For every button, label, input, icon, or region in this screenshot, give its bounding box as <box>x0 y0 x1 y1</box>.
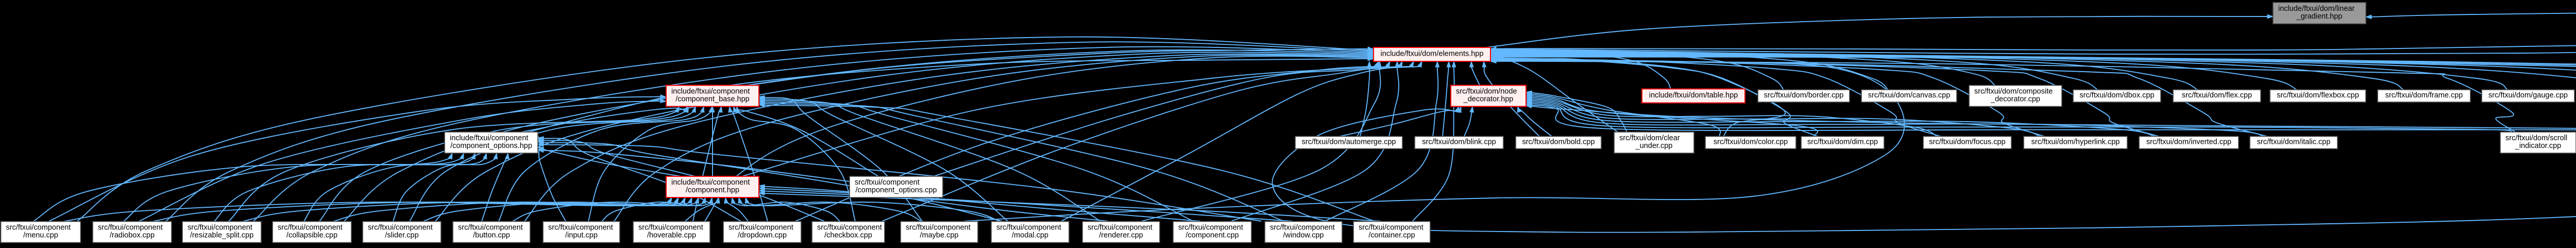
svg-text:include/ftxui/component: include/ftxui/component <box>450 134 528 142</box>
svg-text:include/ftxui/dom/table.hpp: include/ftxui/dom/table.hpp <box>1649 91 1738 100</box>
svg-text:src/ftxui/component: src/ftxui/component <box>817 224 882 232</box>
svg-text:src/ftxui/dom/italic.cpp: src/ftxui/dom/italic.cpp <box>2257 138 2331 146</box>
svg-text:/input.cpp: /input.cpp <box>565 231 598 239</box>
svg-text:src/ftxui/component: src/ftxui/component <box>638 224 703 232</box>
svg-text:src/ftxui/dom/frame.cpp: src/ftxui/dom/frame.cpp <box>2385 91 2463 100</box>
svg-text:src/ftxui/component: src/ftxui/component <box>728 224 793 232</box>
svg-text:/modal.cpp: /modal.cpp <box>1012 231 1048 239</box>
svg-text:/hoverable.cpp: /hoverable.cpp <box>647 231 696 239</box>
svg-text:/component_base.hpp: /component_base.hpp <box>675 95 750 103</box>
svg-text:/renderer.cpp: /renderer.cpp <box>1099 231 1143 239</box>
svg-text:src/ftxui/component: src/ftxui/component <box>1270 224 1335 232</box>
svg-text:src/ftxui/component: src/ftxui/component <box>368 224 433 232</box>
svg-text:src/ftxui/component: src/ftxui/component <box>98 224 163 232</box>
svg-text:/component.cpp: /component.cpp <box>1185 231 1239 239</box>
svg-text:/menu.cpp: /menu.cpp <box>23 231 58 239</box>
svg-text:src/ftxui/component: src/ftxui/component <box>1088 224 1153 232</box>
svg-text:src/ftxui/dom/hyperlink.cpp: src/ftxui/dom/hyperlink.cpp <box>2031 138 2120 146</box>
svg-text:_indicator.cpp: _indicator.cpp <box>2515 142 2561 150</box>
svg-text:src/ftxui/component: src/ftxui/component <box>548 224 613 232</box>
svg-text:src/ftxui/dom/clear: src/ftxui/dom/clear <box>1619 134 1680 142</box>
svg-text:src/ftxui/dom/flexbox.cpp: src/ftxui/dom/flexbox.cpp <box>2277 91 2359 100</box>
svg-text:_decorator.cpp: _decorator.cpp <box>1990 95 2040 103</box>
svg-text:/container.cpp: /container.cpp <box>1368 231 1415 239</box>
svg-text:src/ftxui/dom/color.cpp: src/ftxui/dom/color.cpp <box>1714 138 1788 146</box>
svg-text:src/ftxui/dom/inverted.cpp: src/ftxui/dom/inverted.cpp <box>2146 138 2231 146</box>
svg-text:_decorator.hpp: _decorator.hpp <box>1463 95 1514 103</box>
svg-text:src/ftxui/component: src/ftxui/component <box>188 224 252 232</box>
svg-text:/component_options.cpp: /component_options.cpp <box>856 186 937 194</box>
svg-text:src/ftxui/dom/automerge.cpp: src/ftxui/dom/automerge.cpp <box>1302 138 1396 146</box>
svg-text:src/ftxui/dom/canvas.cpp: src/ftxui/dom/canvas.cpp <box>1868 91 1951 100</box>
svg-text:_gradient.hpp: _gradient.hpp <box>2296 12 2343 21</box>
svg-text:include/ftxui/dom/linear: include/ftxui/dom/linear <box>2278 5 2354 13</box>
svg-text:src/ftxui/component: src/ftxui/component <box>855 178 920 187</box>
svg-text:src/ftxui/dom/dbox.cpp: src/ftxui/dom/dbox.cpp <box>2079 91 2154 100</box>
svg-text:src/ftxui/dom/node: src/ftxui/dom/node <box>1456 88 1517 96</box>
svg-text:src/ftxui/component: src/ftxui/component <box>996 224 1061 232</box>
svg-text:src/ftxui/dom/focus.cpp: src/ftxui/dom/focus.cpp <box>1929 138 2005 146</box>
svg-text:/slider.cpp: /slider.cpp <box>385 231 418 239</box>
svg-text:/collapsible.cpp: /collapsible.cpp <box>286 231 337 239</box>
svg-text:src/ftxui/component: src/ftxui/component <box>6 224 71 232</box>
svg-text:/resizable_split.cpp: /resizable_split.cpp <box>190 231 253 239</box>
svg-text:/component.hpp: /component.hpp <box>686 186 739 194</box>
svg-text:src/ftxui/component: src/ftxui/component <box>1359 224 1423 232</box>
svg-text:_under.cpp: _under.cpp <box>1635 142 1673 150</box>
svg-text:/button.cpp: /button.cpp <box>473 231 510 239</box>
svg-text:src/ftxui/dom/blink.cpp: src/ftxui/dom/blink.cpp <box>1422 138 1496 146</box>
svg-text:src/ftxui/dom/border.cpp: src/ftxui/dom/border.cpp <box>1764 91 1844 100</box>
svg-text:src/ftxui/component: src/ftxui/component <box>278 224 343 232</box>
svg-text:src/ftxui/dom/composite: src/ftxui/dom/composite <box>1974 88 2053 96</box>
svg-text:include/ftxui/component: include/ftxui/component <box>671 88 750 96</box>
svg-text:src/ftxui/component: src/ftxui/component <box>458 224 523 232</box>
svg-text:src/ftxui/component: src/ftxui/component <box>906 224 971 232</box>
svg-text:src/ftxui/dom/scroll: src/ftxui/dom/scroll <box>2505 134 2567 142</box>
svg-text:src/ftxui/dom/dim.cpp: src/ftxui/dom/dim.cpp <box>1807 138 1878 146</box>
svg-text:/window.cpp: /window.cpp <box>1283 231 1324 239</box>
svg-text:/dropdown.cpp: /dropdown.cpp <box>738 231 787 239</box>
svg-text:src/ftxui/dom/flex.cpp: src/ftxui/dom/flex.cpp <box>2182 91 2252 100</box>
svg-text:include/ftxui/dom/elements.hpp: include/ftxui/dom/elements.hpp <box>1381 49 1484 58</box>
svg-text:/radiobox.cpp: /radiobox.cpp <box>110 231 155 239</box>
svg-text:/maybe.cpp: /maybe.cpp <box>920 231 959 239</box>
svg-text:src/ftxui/dom/bold.cpp: src/ftxui/dom/bold.cpp <box>1522 138 1595 146</box>
svg-text:/component_options.hpp: /component_options.hpp <box>450 142 532 150</box>
svg-text:src/ftxui/component: src/ftxui/component <box>1178 224 1243 232</box>
svg-text:include/ftxui/component: include/ftxui/component <box>671 178 750 187</box>
svg-text:src/ftxui/dom/gauge.cpp: src/ftxui/dom/gauge.cpp <box>2488 91 2568 100</box>
svg-text:/checkbox.cpp: /checkbox.cpp <box>824 231 872 239</box>
